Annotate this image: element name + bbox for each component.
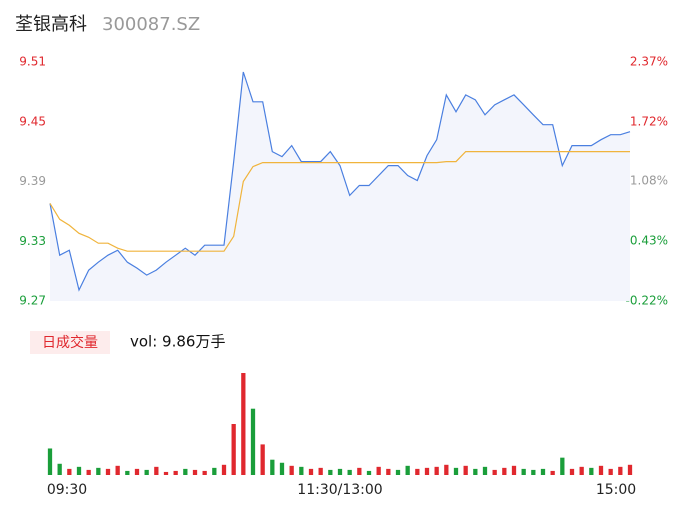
volume-bar [482,466,488,475]
volume-bar [134,468,140,475]
volume-bar [105,468,111,475]
volume-bar [163,471,169,475]
y-tick-label: 9.51 [19,55,46,69]
x-tick-label: 09:30 [47,482,87,498]
volume-bar [270,459,275,475]
y-tick-label: 9.27 [19,294,46,308]
volume-bar [492,469,497,475]
volume-bar [473,468,478,475]
volume-bar [299,466,304,475]
volume-bar [241,373,246,475]
volume-bar [337,468,343,475]
volume-bar [86,469,91,475]
volume-bar [386,468,391,475]
volume-bar [173,470,178,475]
volume-bar [540,468,546,475]
volume-bar [192,469,198,475]
volume-bar [357,467,362,475]
volume-bar [608,468,613,475]
volume-bar [444,464,449,475]
average-line [49,151,630,252]
volume-bar [260,444,265,475]
volume-bar [144,469,149,475]
volume-label: 日成交量 [42,334,98,351]
y-tick-label: 9.33 [19,234,46,248]
volume-bar [376,466,381,475]
volume-bar [531,469,536,475]
volume-bar [463,465,468,475]
volume-bar [415,468,420,475]
volume-bar [328,469,333,475]
x-tick-label: 11:30/13:00 [297,482,382,498]
volume-bar [366,470,372,475]
volume-bar [434,466,439,475]
y2-tick-label: 1.08% [630,174,668,188]
volume-bar [502,467,507,475]
volume-bar [125,470,130,475]
volume-bar [279,462,285,475]
volume-bar [47,448,53,475]
volume-bar [347,469,352,475]
volume-bar [76,466,82,475]
volume-bar [318,467,323,475]
chart-title: 荃银高科 [15,14,87,35]
volume-bar [57,463,62,475]
volume-bar [589,467,594,475]
volume-bar [154,466,159,475]
volume-bar [598,465,604,475]
y2-tick-label: -0.22% [626,294,668,308]
volume-bar [424,467,430,475]
volume-bar [231,424,236,475]
volume-bar [308,468,314,475]
volume-bar [289,465,294,475]
volume-bar [183,468,188,475]
volume-bar [202,470,207,475]
volume-bar [521,468,526,475]
volume-bar [115,465,120,475]
x-tick-label: 15:00 [596,482,636,498]
volume-bar [618,466,623,475]
volume-bar [627,464,633,475]
y2-tick-label: 0.43% [630,234,668,248]
y2-tick-label: 1.72% [630,114,668,128]
volume-text: vol: 9.86万手 [130,333,225,351]
chart-subtitle: 300087.SZ [102,14,200,35]
price-area [50,72,630,301]
volume-bar [453,467,459,475]
price-line [49,71,631,292]
volume-bar [96,467,101,475]
y2-tick-label: 2.37% [630,55,668,69]
volume-bar [395,469,401,475]
volume-bar [221,464,227,475]
y-tick-label: 9.39 [19,174,46,188]
volume-bar [405,465,410,475]
volume-bar [212,467,217,475]
volume-bar [67,468,72,475]
volume-bar [560,457,565,475]
y-tick-label: 9.45 [19,114,46,128]
volume-label-box [30,331,110,354]
volume-bar [579,466,584,475]
volume-bar [511,465,517,475]
volume-bar [250,408,256,475]
volume-bar [550,470,555,475]
volume-bar [569,468,575,475]
